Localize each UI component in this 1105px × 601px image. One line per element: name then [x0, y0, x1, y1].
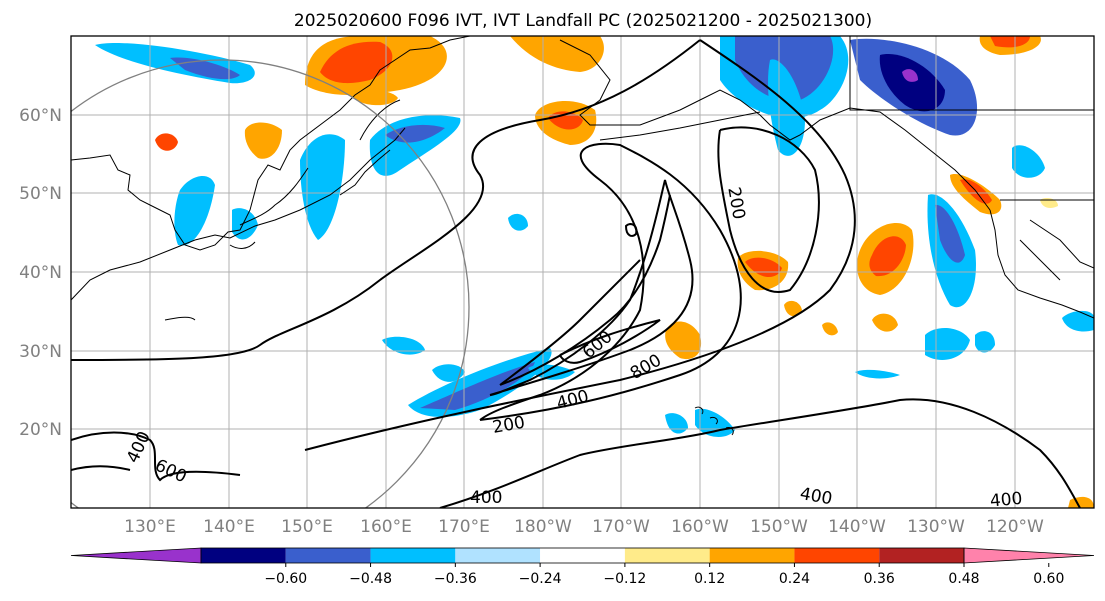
positive-anomaly-patch [510, 36, 604, 72]
contour-label: 400 [989, 489, 1023, 512]
colorbar-tick-label: 0.24 [779, 571, 810, 587]
longitude-label: 130°E [124, 517, 176, 537]
shaded-ivt-pc-field [95, 36, 1094, 508]
positive-anomaly-patch [320, 41, 393, 84]
colorbar-segment [201, 548, 286, 563]
colorbar-segment [879, 548, 964, 563]
negative-anomaly-patch [935, 204, 965, 263]
colorbar-segment [370, 548, 456, 563]
longitude-label: 120°W [986, 517, 1044, 537]
negative-anomaly-patch [1012, 145, 1045, 178]
ivt-contour-400-south [71, 431, 241, 482]
latitude-label: 40°N [19, 263, 62, 283]
negative-anomaly-patch [855, 369, 900, 379]
longitude-label: 140°W [828, 517, 886, 537]
us-border-lines [849, 36, 1094, 281]
negative-anomaly-patch [232, 208, 258, 240]
na-west-coast [989, 209, 1094, 319]
positive-anomaly-patch [665, 321, 702, 360]
kamchatka-kurils [339, 99, 401, 196]
positive-anomaly-patch [990, 36, 1030, 48]
positive-anomaly-patch [244, 122, 282, 159]
asia-coastline [71, 36, 471, 301]
ivt-contour-800 [559, 319, 661, 364]
colorbar-tick-label: 0.12 [694, 571, 725, 587]
negative-anomaly-patch [385, 124, 445, 143]
longitude-label: 150°E [281, 517, 333, 537]
longitude-label: 160°W [671, 517, 729, 537]
colorbar-frame [200, 547, 965, 564]
negative-anomaly-patch [300, 134, 345, 240]
longitude-label: 150°W [750, 517, 808, 537]
ivt-contour-600 [499, 194, 671, 386]
latitude-label: 60°N [19, 106, 62, 126]
negative-anomaly-patch [767, 59, 805, 156]
latitude-label: 20°N [19, 420, 62, 440]
graticule [71, 36, 1094, 508]
positive-anomaly-patch [784, 300, 802, 317]
colorbar-tick-label: −0.12 [603, 571, 646, 587]
latitude-label: 30°N [19, 342, 62, 362]
colorbar-tick-label: −0.36 [434, 571, 477, 587]
figure-title: 2025020600 F096 IVT, IVT Landfall PC (20… [294, 11, 872, 31]
colorbar-extend-high [963, 547, 1095, 564]
colorbar-tick-label: −0.60 [264, 571, 307, 587]
positive-anomaly-patch [872, 313, 898, 332]
range-ring [71, 59, 470, 508]
map-panel: 200 600 800 400 200 400 600 400 400 400 … [19, 35, 1095, 537]
colorbar-segment [624, 548, 710, 563]
ivt-contour-200-inner [479, 142, 742, 421]
negative-anomaly-patch [902, 69, 918, 82]
colorbar-segment [794, 548, 880, 563]
colorbar-segment [285, 548, 371, 563]
longitude-label: 140°E [203, 517, 255, 537]
negative-anomaly-patch [665, 413, 688, 434]
ivt-contour-400-south-b [439, 398, 1081, 508]
negative-anomaly-patch [975, 331, 995, 353]
positive-anomaly-patch [155, 133, 178, 151]
coastlines [71, 36, 1094, 436]
ivt-contour-closed-small [624, 223, 638, 237]
colorbar-segment [540, 548, 625, 563]
negative-anomaly-patch [420, 362, 535, 410]
negative-anomaly-patch [508, 213, 528, 231]
contour-label: 400 [798, 484, 833, 509]
colorbar-tick-label: −0.48 [349, 571, 392, 587]
colorbar-segment [455, 548, 541, 563]
positive-anomaly-patch [869, 236, 906, 277]
colorbar: −0.60 −0.48 −0.36 −0.24 −0.12 0.12 0.24 0.36 0.4… [70, 547, 1095, 587]
negative-anomaly-patch [1062, 310, 1094, 332]
latitude-labels: 60°N 50°N 40°N 30°N 20°N [19, 106, 62, 440]
colorbar-tick-label: −0.24 [519, 571, 562, 587]
longitude-label: 130°W [907, 517, 965, 537]
japan-islands [164, 167, 309, 321]
positive-anomaly-patch [822, 322, 838, 336]
negative-anomaly-patch [879, 54, 945, 112]
colorbar-tick-label: 0.60 [1033, 571, 1064, 587]
colorbar-segment [709, 548, 795, 563]
longitude-label: 170°W [592, 517, 650, 537]
ivt-contours [71, 39, 1081, 508]
contour-labels: 200 600 800 400 200 400 600 400 400 400 [123, 186, 1023, 512]
negative-anomaly-patch [382, 336, 425, 355]
ivt-contour-200 [71, 39, 856, 451]
colorbar-tick-label: 0.48 [948, 571, 979, 587]
longitude-labels: 130°E 140°E 150°E 160°E 170°E 180°W 170°W 160°W… [124, 517, 1044, 537]
longitude-label: 180°W [514, 517, 572, 537]
colorbar-extend-low [70, 547, 202, 564]
contour-label: 400 [470, 488, 502, 508]
map-frame [70, 35, 1095, 509]
longitude-label: 160°E [360, 517, 412, 537]
longitude-label: 170°E [438, 517, 490, 537]
negative-anomaly-patch [432, 364, 465, 382]
ivt-contour-closed-large [717, 126, 820, 293]
latitude-label: 50°N [19, 184, 62, 204]
ivt-contour-400 [489, 179, 694, 396]
alaska-coastline [559, 39, 991, 211]
colorbar-tick-label: 0.36 [864, 571, 895, 587]
